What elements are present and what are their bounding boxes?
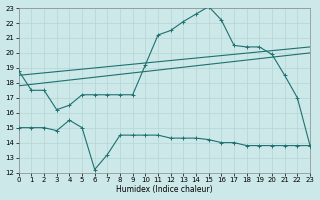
X-axis label: Humidex (Indice chaleur): Humidex (Indice chaleur) (116, 185, 213, 194)
